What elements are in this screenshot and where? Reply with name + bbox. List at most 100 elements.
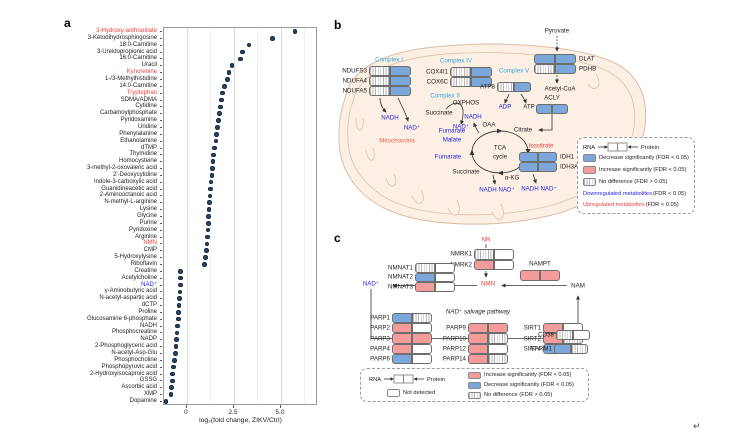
panel-b-letter: b: [334, 18, 342, 32]
protein-cell-up: [415, 282, 435, 292]
diagram-label-acetyl-coa: Acetyl-CoA: [544, 85, 576, 93]
y-axis-tick: [159, 37, 163, 39]
y-axis-tick: [159, 236, 163, 238]
protein-cell-nodiff: [571, 344, 588, 355]
y-axis-tick: [159, 154, 163, 156]
protein-cell-down: [538, 162, 557, 172]
diagram-label-akg: α-KG: [504, 174, 520, 182]
data-point: [204, 241, 210, 247]
data-point: [209, 166, 215, 171]
legend-item-not-detected: Not detected: [387, 389, 435, 397]
data-point: [213, 138, 219, 144]
diagram-label-adp: ADP: [498, 103, 512, 111]
diagram-label-tca-2: cycle: [492, 153, 508, 161]
legend-swatch-up: [468, 371, 481, 379]
diagram-label-malate: Malate: [442, 136, 462, 144]
data-point: [220, 90, 225, 96]
y-axis-tick: [159, 325, 163, 327]
metabolite-label: NADP: [140, 336, 157, 343]
metabolite-label: Guanidineacetic acid: [101, 185, 157, 192]
protein-cell-up: [474, 259, 494, 270]
metabolite-label: Pyridoxine: [128, 226, 157, 233]
gridline-major: [186, 28, 188, 404]
data-point: [207, 193, 213, 199]
metabolite-label: Phosphocreatine: [111, 329, 157, 336]
protein-cell-down: [390, 86, 411, 96]
data-point: [270, 36, 275, 41]
data-point: [169, 385, 174, 390]
diagram-label-salvage-title: NAD⁺ salvage pathway: [445, 308, 511, 316]
y-axis-tick: [159, 147, 163, 149]
data-point: [203, 248, 209, 253]
y-axis-tick: [159, 79, 163, 80]
metabolite-label: 1-/3-Methylhistidine: [104, 76, 157, 82]
x-axis-tick-label: 5.0: [275, 409, 285, 416]
legend-item-text: Not detected: [403, 389, 436, 396]
metabolite-label: 2'-Deoxycytidine: [113, 171, 157, 178]
diagram-label-atp: ATP: [523, 103, 535, 111]
metabolite-label: SDMA/ADMA: [120, 96, 157, 103]
diagram-label-mitochondria: Mitochondria: [379, 137, 415, 145]
metabolite-label: 2-Phosphoglyceric acid: [94, 343, 157, 350]
gene-label-nmnat1: NMNAT1: [388, 264, 413, 272]
metabolite-label: Homocysteine: [118, 158, 157, 165]
data-point: [172, 358, 177, 363]
y-axis-tick: [159, 243, 163, 245]
metabolite-label: Thymidine: [129, 151, 157, 158]
y-axis-tick: [159, 99, 163, 101]
protein-cell-down: [514, 82, 531, 92]
gene-label-ndufa4: NDUFA4: [342, 77, 367, 85]
data-point: [225, 77, 230, 82]
protein-cell-down: [392, 313, 412, 324]
data-point: [205, 234, 210, 240]
y-axis-tick: [159, 85, 163, 87]
legend-metabolite-text: Upregulated metabolites: [583, 202, 645, 208]
data-point: [175, 323, 180, 329]
metabolite-label: Arginine: [134, 233, 157, 240]
gene-label-parp10: PARP10: [442, 335, 466, 342]
diagram-label-oxphos: OXPHOS: [452, 99, 480, 107]
data-point: [226, 70, 232, 75]
protein-cell-nd: [494, 249, 514, 260]
gene-label-ndufs3: NDUFS3: [342, 67, 367, 75]
protein-cell-nd: [412, 343, 432, 354]
dotplot-plot-area: [163, 27, 317, 405]
y-axis-tick: [159, 202, 163, 204]
legend-protein-label: Protein: [641, 145, 660, 151]
protein-cell-nodiff: [412, 313, 432, 324]
legend-rna-label: RNA: [369, 377, 382, 383]
protein-cell-nodiff: [497, 82, 514, 92]
metabolite-label: Riboflavin: [130, 260, 157, 267]
metabolite-label: Carbamoylphosphate: [99, 110, 157, 117]
diagram-label-nadh-tca: NADH: [464, 113, 482, 121]
legend-swatch-nd: [387, 389, 400, 397]
gene-label-parp12: PARP12: [442, 345, 466, 353]
metabolite-label: NAD⁺: [141, 281, 157, 288]
y-axis-tick: [159, 270, 163, 272]
y-axis-tick: [159, 161, 163, 163]
y-axis-tick: [159, 209, 163, 211]
panel-c-legend: RNA Protein Not detected Increase significa…: [360, 368, 589, 402]
y-axis-tick: [159, 394, 163, 395]
legend-swatch-nodiff: [583, 178, 596, 186]
gene-label-nmnat3: NMNAT3: [388, 283, 413, 291]
gridline-major: [280, 28, 282, 404]
data-point: [174, 330, 180, 336]
protein-cell-down: [538, 152, 557, 162]
x-axis-tick-label: 0: [184, 409, 188, 416]
data-point: [211, 152, 216, 158]
protein-cell-up: [540, 270, 560, 281]
data-point: [208, 186, 213, 192]
data-point: [205, 227, 211, 233]
data-point: [222, 84, 227, 89]
data-point: [174, 337, 179, 343]
legend-item-down: Decrease significantly (FDR < 0.05): [468, 381, 574, 389]
y-axis-tick: [159, 373, 163, 375]
protein-cell-nd: [494, 259, 514, 270]
diagram-label-nampt: NAMPT: [529, 260, 551, 268]
legend-metabolite-suffix: (FDR < 0.05): [652, 191, 686, 197]
gene-label-sarm1: SARM1: [530, 345, 552, 353]
y-axis-tick: [159, 168, 163, 169]
data-point: [177, 282, 183, 288]
protein-cell-up: [468, 353, 488, 364]
